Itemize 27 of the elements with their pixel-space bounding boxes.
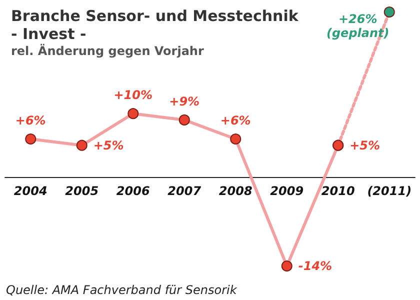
- x-tick-label: 2005: [65, 184, 99, 198]
- point: [230, 134, 242, 144]
- x-tick-label: 2009: [270, 184, 304, 198]
- point: [384, 6, 395, 18]
- point: [128, 108, 139, 120]
- x-tick-label: 2006: [116, 184, 150, 198]
- point: [332, 140, 344, 151]
- x-tick-label: 2010: [321, 184, 355, 198]
- point: [25, 134, 36, 144]
- data-label: +6%: [15, 114, 46, 128]
- data-label: +9%: [169, 94, 200, 108]
- point: [281, 260, 292, 272]
- point: [178, 114, 190, 126]
- data-label: +26% (geplant): [326, 12, 390, 40]
- data-label: +10%: [114, 88, 153, 102]
- data-label: +6%: [220, 114, 251, 128]
- chart-title: Branche Sensor- und Messtechnik - Invest -: [11, 7, 300, 43]
- data-label: +5%: [93, 138, 124, 152]
- x-tick-label: (2011): [367, 184, 412, 198]
- source-note: Quelle: AMA Fachverband für Sensorik: [6, 283, 238, 297]
- x-tick-label: 2007: [168, 184, 202, 198]
- data-label: +5%: [350, 138, 380, 152]
- data-label: -14%: [298, 259, 332, 273]
- point: [76, 140, 88, 151]
- text: rel. Änderung gegen Vorjahr: [11, 43, 204, 58]
- x-tick-label: 2004: [14, 184, 48, 198]
- x-tick-label: 2008: [218, 184, 252, 198]
